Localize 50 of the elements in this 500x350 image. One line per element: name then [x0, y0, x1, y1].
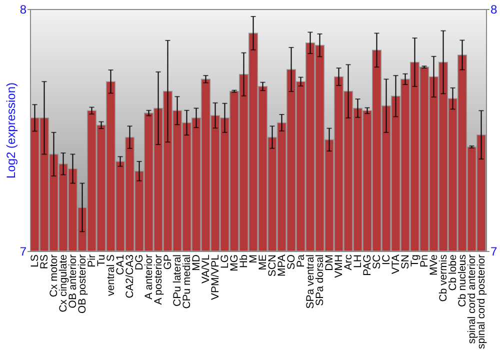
- x-tick-label: CPu lateral: [171, 254, 184, 306]
- x-tick-label: VTA: [390, 254, 402, 274]
- x-tick-label: CA2/CA3: [124, 254, 136, 298]
- x-tick-label: OB posterior: [76, 254, 88, 314]
- x-tick-label: SPa dorsal: [314, 254, 326, 306]
- x-tick-label: A anterior: [142, 254, 155, 300]
- x-tick-label: VA/VL: [200, 254, 212, 284]
- y-axis-title: Log2 (expression): [4, 82, 18, 179]
- x-tick-label: LH: [352, 254, 364, 268]
- x-tick-label: MD: [190, 254, 202, 271]
- x-tick-label: SO: [285, 254, 298, 270]
- x-tick-label: PAG: [361, 254, 374, 276]
- x-tick-label: MG: [228, 254, 240, 272]
- x-tick-label: LG: [218, 254, 231, 269]
- x-tick-label: spinal cord posterior: [475, 254, 488, 350]
- x-tick-label: Tg: [408, 254, 421, 267]
- x-tick-label: Cb vermis: [437, 254, 450, 302]
- x-tick-label: Hb: [238, 254, 250, 268]
- y2-tick-label: 8: [490, 2, 498, 16]
- x-tick-label: OB anterior: [66, 254, 79, 308]
- x-tick-label: SPa ventral: [304, 254, 316, 309]
- x-tick-label: ventral S: [104, 254, 117, 296]
- x-tick-label: Cx motor: [48, 254, 60, 298]
- x-tick-label: Cx cingulate: [57, 254, 70, 312]
- x-tick-label: DG: [133, 254, 146, 270]
- x-tick-label: SN: [399, 254, 412, 270]
- x-tick-label: IC: [380, 254, 392, 265]
- x-tick-label: VMH: [332, 254, 345, 278]
- y2-tick-label: 7: [490, 244, 498, 258]
- x-tick-label: spinal cord anterior: [466, 254, 478, 344]
- x-tick-label: SCN: [266, 254, 278, 277]
- x-tick-label: Pir: [86, 254, 98, 268]
- x-tick-label: GP: [162, 254, 174, 270]
- x-tick-label: MPA: [276, 254, 288, 276]
- x-tick-label: M: [247, 254, 260, 264]
- x-tick-label: Cb nucleus: [456, 254, 468, 308]
- x-tick-label: VPM/VPL: [209, 254, 222, 300]
- x-tick-label: CPu medial: [180, 254, 193, 309]
- x-tick-label: LS: [28, 254, 41, 268]
- x-tick-label: Cb lobe: [446, 254, 459, 291]
- x-tick-label: MVe: [428, 254, 440, 276]
- x-tick-label: DM: [323, 254, 336, 271]
- x-tick-label: SC: [370, 254, 383, 270]
- x-tick-label: ME: [256, 254, 269, 270]
- x-tick-label: A posterior: [152, 254, 164, 305]
- x-tick-label: Tu: [95, 254, 108, 266]
- x-tick-label: RS: [38, 254, 50, 270]
- x-tick-label: Pa: [294, 254, 307, 268]
- x-tick-label: Arc: [342, 254, 354, 270]
- x-tick-label: CA1: [114, 254, 126, 275]
